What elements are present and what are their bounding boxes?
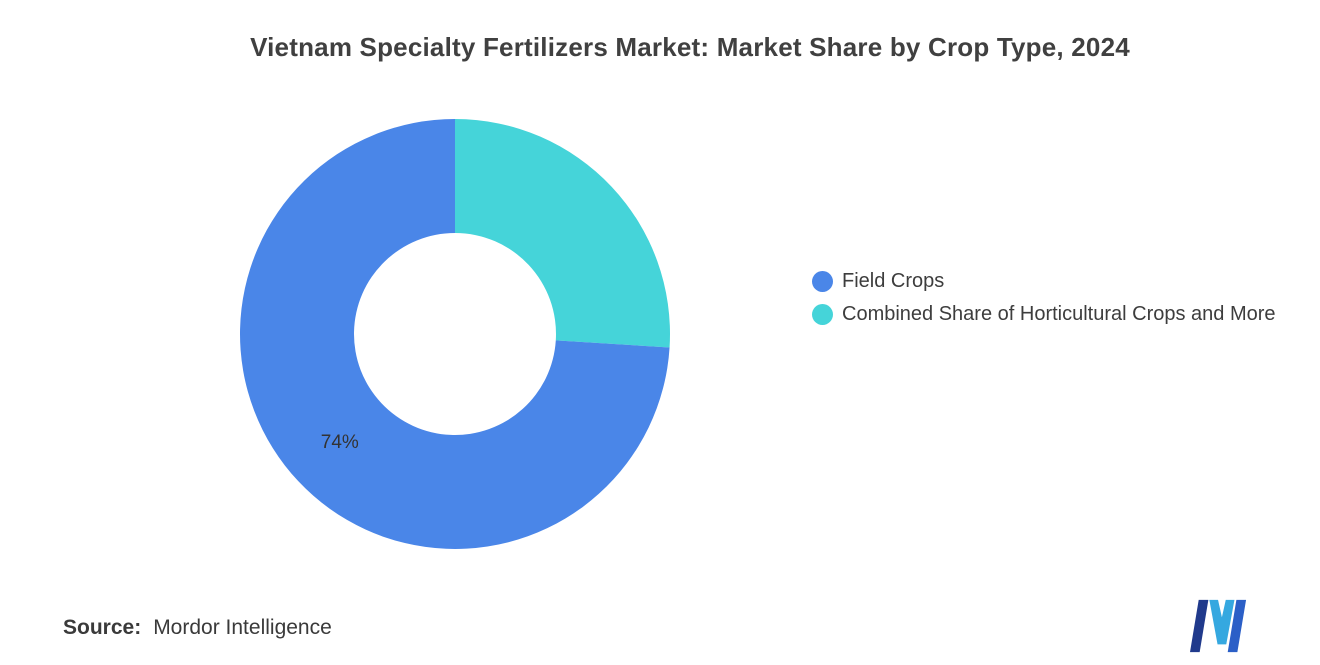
legend-label-field-crops: Field Crops <box>842 270 945 292</box>
legend: Field Crops Combined Share of Horticultu… <box>812 268 1284 328</box>
donut-svg: 74% <box>239 119 670 549</box>
source-value: Mordor Intelligence <box>153 616 332 639</box>
mordor-intelligence-logo <box>1190 599 1248 653</box>
chart-title: Vietnam Specialty Fertilizers Market: Ma… <box>250 32 1130 62</box>
donut-slice-combined-share-of-horticultural-crops-and-more[interactable] <box>455 119 670 348</box>
source-label: Source: <box>63 616 142 639</box>
legend-marker-field-crops <box>812 271 833 292</box>
logo-left-stroke <box>1190 599 1209 653</box>
donut-chart: 74% <box>235 114 675 554</box>
source-line: Source: Mordor Intelligence <box>63 616 332 640</box>
legend-item-field-crops[interactable]: Field Crops <box>812 268 1284 295</box>
legend-label-horticultural-crops: Combined Share of Horticultural Crops an… <box>842 303 1276 325</box>
slice-data-label: 74% <box>321 432 359 453</box>
donut-slice-field-crops[interactable] <box>239 119 670 549</box>
legend-item-horticultural-crops[interactable]: Combined Share of Horticultural Crops an… <box>812 301 1284 328</box>
logo-right-stroke <box>1227 599 1247 653</box>
legend-marker-horticultural-crops <box>812 304 833 325</box>
mordor-logo-mark <box>1190 599 1247 653</box>
logo-middle-v <box>1209 599 1235 645</box>
